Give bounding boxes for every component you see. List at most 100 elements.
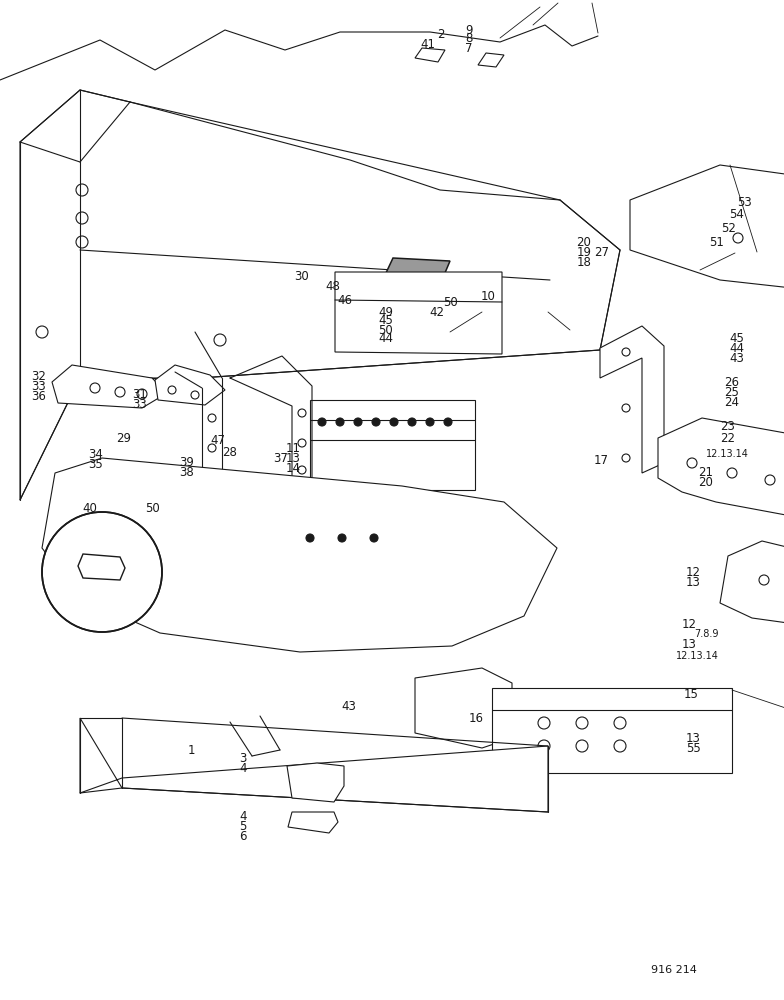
Text: 29: 29 [116, 432, 131, 444]
Text: 48: 48 [325, 280, 340, 294]
Text: 47: 47 [210, 434, 225, 448]
Text: 3: 3 [239, 752, 246, 764]
Polygon shape [52, 365, 167, 408]
Text: 12: 12 [686, 566, 701, 578]
Circle shape [42, 512, 162, 632]
Text: 39: 39 [179, 456, 194, 470]
Text: 13: 13 [686, 732, 701, 744]
Polygon shape [80, 718, 548, 812]
Text: 25: 25 [724, 385, 739, 398]
Text: 50: 50 [145, 502, 160, 514]
Circle shape [372, 418, 380, 426]
Text: 52: 52 [721, 222, 736, 234]
Circle shape [408, 418, 416, 426]
Text: 10: 10 [481, 290, 495, 304]
Circle shape [426, 418, 434, 426]
Text: 14: 14 [286, 462, 301, 476]
Text: 42: 42 [430, 306, 445, 318]
Text: 44: 44 [729, 342, 744, 356]
Polygon shape [287, 763, 344, 802]
Polygon shape [335, 272, 502, 354]
Text: 38: 38 [179, 466, 194, 480]
Text: 5: 5 [239, 820, 246, 834]
Text: 916 214: 916 214 [651, 965, 697, 975]
Polygon shape [155, 365, 225, 405]
Text: 26: 26 [724, 375, 739, 388]
Text: 32: 32 [31, 370, 46, 383]
Text: 35: 35 [88, 458, 103, 472]
Text: 12: 12 [682, 617, 697, 631]
Text: 37: 37 [273, 452, 288, 466]
Text: 6: 6 [239, 830, 247, 844]
Text: 43: 43 [729, 353, 744, 365]
Text: 51: 51 [710, 235, 724, 248]
Polygon shape [720, 541, 784, 628]
Text: 1: 1 [188, 744, 196, 756]
Polygon shape [492, 688, 732, 773]
Text: 54: 54 [729, 209, 744, 222]
Text: 23: 23 [720, 420, 735, 432]
Text: 33: 33 [31, 380, 46, 393]
Text: 4: 4 [239, 762, 247, 774]
Text: 21: 21 [698, 466, 713, 480]
Text: 50: 50 [443, 296, 458, 308]
Text: 16: 16 [469, 712, 484, 724]
Polygon shape [78, 554, 125, 580]
Text: 40: 40 [82, 502, 97, 514]
Text: 19: 19 [576, 246, 591, 259]
Text: 9: 9 [465, 23, 473, 36]
Text: 36: 36 [31, 390, 46, 403]
Polygon shape [600, 326, 664, 473]
Text: 30: 30 [294, 269, 309, 282]
Polygon shape [478, 53, 504, 67]
Text: 34: 34 [88, 448, 103, 462]
Polygon shape [415, 48, 445, 62]
Text: 22: 22 [720, 432, 735, 446]
Text: 31: 31 [132, 388, 147, 401]
Circle shape [318, 418, 326, 426]
Polygon shape [630, 165, 784, 300]
Text: 41: 41 [420, 38, 435, 51]
Polygon shape [415, 668, 512, 748]
Text: 43: 43 [341, 700, 356, 712]
Polygon shape [20, 90, 620, 500]
Text: 45: 45 [378, 314, 393, 328]
Text: 28: 28 [222, 446, 237, 460]
Text: 7.8.9: 7.8.9 [695, 629, 719, 639]
Text: 17: 17 [593, 454, 608, 466]
Text: 7: 7 [465, 41, 473, 54]
Text: 15: 15 [684, 688, 699, 700]
Circle shape [306, 534, 314, 542]
Polygon shape [310, 400, 475, 490]
Text: 20: 20 [698, 477, 713, 489]
Text: 8: 8 [465, 32, 472, 45]
Text: 13: 13 [686, 576, 701, 588]
Text: 55: 55 [686, 742, 701, 754]
Circle shape [336, 418, 344, 426]
Text: 13: 13 [286, 452, 301, 466]
Text: 27: 27 [594, 245, 609, 258]
Polygon shape [42, 458, 557, 652]
Circle shape [370, 534, 378, 542]
Text: 53: 53 [737, 196, 752, 209]
Polygon shape [288, 812, 338, 833]
Text: 44: 44 [378, 332, 393, 346]
Text: 11: 11 [286, 442, 301, 456]
Circle shape [390, 418, 398, 426]
Text: 24: 24 [724, 395, 739, 408]
Circle shape [338, 534, 346, 542]
Text: 20: 20 [576, 236, 591, 249]
Circle shape [444, 418, 452, 426]
Polygon shape [385, 258, 450, 280]
Text: 45: 45 [729, 332, 744, 346]
Text: 18: 18 [576, 256, 591, 269]
Text: 49: 49 [378, 306, 393, 318]
Text: 33: 33 [132, 397, 147, 410]
Text: 12.13.14: 12.13.14 [706, 449, 749, 459]
Text: 46: 46 [337, 294, 352, 306]
Circle shape [354, 418, 362, 426]
Text: 13: 13 [682, 638, 697, 650]
Text: 50: 50 [378, 324, 393, 336]
Polygon shape [658, 418, 784, 518]
Text: 2: 2 [437, 28, 445, 41]
